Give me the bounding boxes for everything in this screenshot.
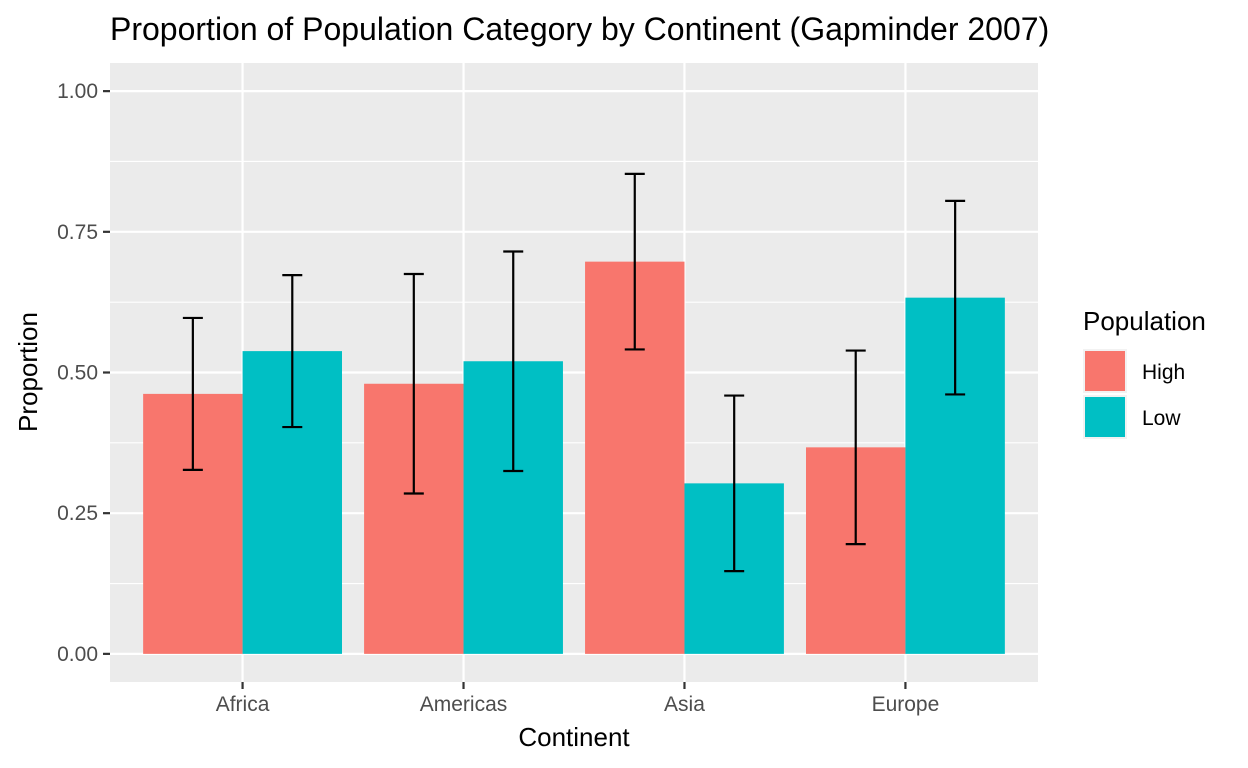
x-tick-label: Americas <box>420 693 508 716</box>
x-axis-title: Continent <box>518 722 630 752</box>
legend-label-high: High <box>1142 361 1185 384</box>
y-tick-label: 0.50 <box>57 362 98 385</box>
x-tick-label: Asia <box>664 693 705 716</box>
x-tick-label: Europe <box>872 693 940 716</box>
legend-title: Population <box>1083 306 1206 336</box>
y-axis-title: Proportion <box>13 312 43 432</box>
axis-layer: 0.00 0.25 0.50 0.75 1.00 Africa Americas Asia Eu… <box>57 80 939 716</box>
bars-layer <box>143 261 1005 654</box>
legend: Population High Low <box>1083 306 1206 439</box>
y-tick-label: 1.00 <box>57 80 98 103</box>
x-tick-label: Africa <box>216 693 270 716</box>
y-tick-label: 0.25 <box>57 502 98 525</box>
legend-swatch-high <box>1085 351 1125 391</box>
errorbar-layer <box>182 172 966 573</box>
chart-title: Proportion of Population Category by Con… <box>110 11 1049 47</box>
y-tick-label: 0.75 <box>57 221 98 244</box>
y-tick-label: 0.00 <box>57 643 98 666</box>
legend-swatch-low <box>1085 397 1125 437</box>
legend-label-low: Low <box>1142 407 1181 430</box>
